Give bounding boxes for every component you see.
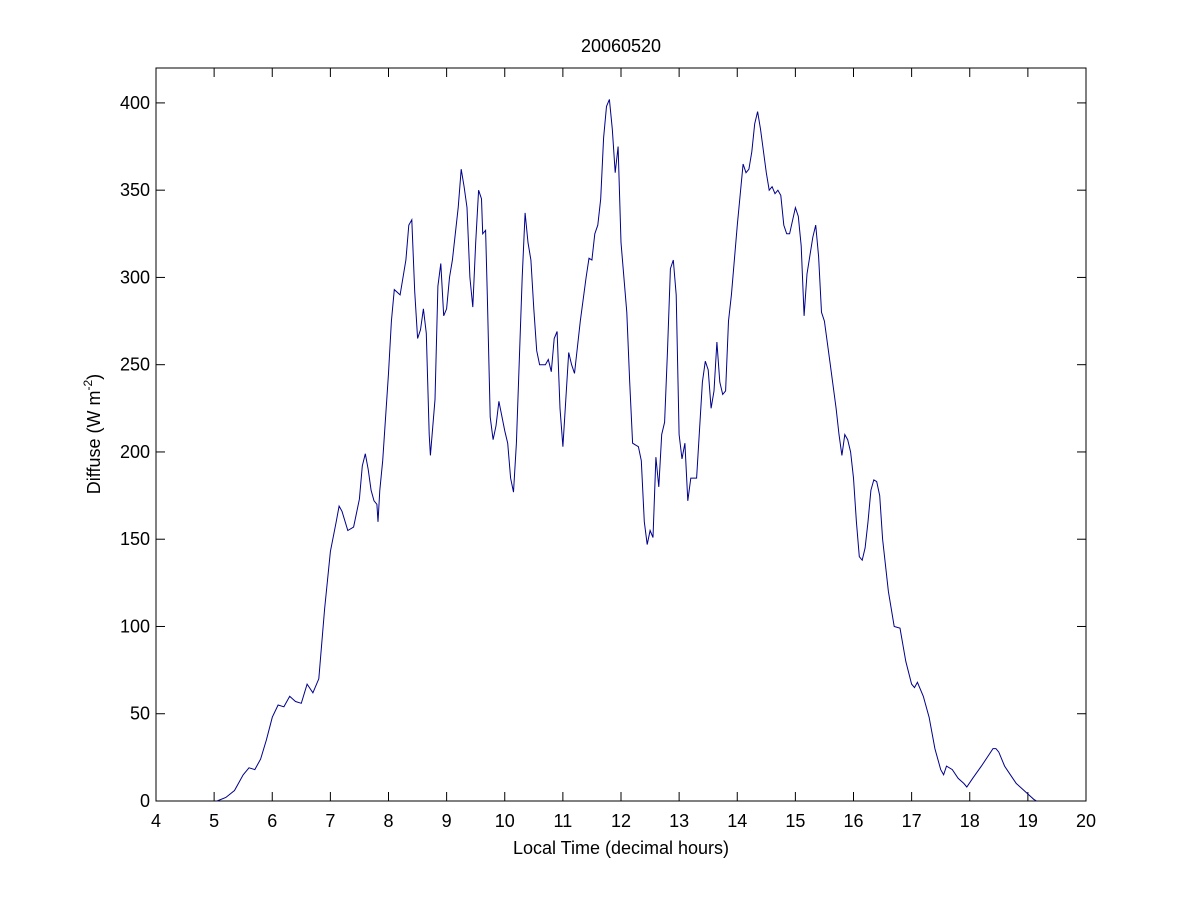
y-tick-label: 100 (120, 616, 150, 636)
y-axis-label-superscript: -2 (81, 379, 95, 390)
x-tick-label: 4 (151, 811, 161, 831)
x-tick-label: 19 (1018, 811, 1038, 831)
y-tick-label: 50 (130, 704, 150, 724)
x-tick-label: 8 (383, 811, 393, 831)
y-tick-label: 200 (120, 442, 150, 462)
x-tick-label: 12 (611, 811, 631, 831)
y-axis-ticks: 0 50 100 150 200 250 300 350 400 (120, 93, 1086, 811)
y-tick-label: 300 (120, 267, 150, 287)
x-tick-label: 10 (495, 811, 515, 831)
x-axis-ticks: 4 5 6 7 8 9 10 11 12 13 14 15 16 17 18 19 20 (151, 68, 1096, 831)
x-tick-label: 17 (902, 811, 922, 831)
x-tick-label: 18 (960, 811, 980, 831)
x-tick-label: 6 (267, 811, 277, 831)
x-tick-label: 13 (669, 811, 689, 831)
x-tick-label: 16 (843, 811, 863, 831)
y-tick-label: 250 (120, 355, 150, 375)
y-tick-label: 400 (120, 93, 150, 113)
x-tick-label: 20 (1076, 811, 1096, 831)
y-axis-label-main: Diffuse (W m (84, 390, 104, 494)
x-axis-label: Local Time (decimal hours) (513, 838, 729, 858)
y-tick-label: 0 (140, 791, 150, 811)
y-tick-label: 150 (120, 529, 150, 549)
x-tick-label: 5 (209, 811, 219, 831)
x-tick-label: 11 (554, 811, 573, 831)
y-tick-label: 350 (120, 180, 150, 200)
y-axis-label: Diffuse (W m-2) (81, 374, 104, 494)
y-axis-label-close: ) (84, 374, 104, 380)
plot-area (155, 67, 1087, 802)
x-tick-label: 7 (325, 811, 335, 831)
x-tick-label: 14 (727, 811, 747, 831)
x-tick-label: 15 (785, 811, 805, 831)
x-tick-label: 9 (442, 811, 452, 831)
chart-title: 20060520 (581, 36, 661, 56)
series-line (216, 99, 1037, 802)
